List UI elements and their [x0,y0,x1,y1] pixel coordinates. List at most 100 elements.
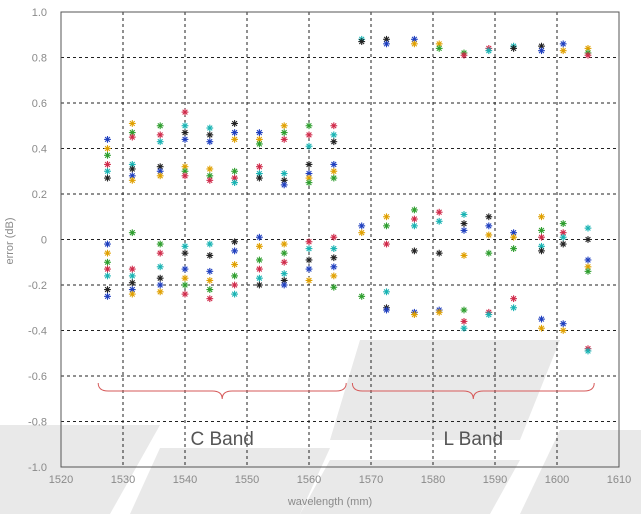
band-brace [351,382,595,400]
plot-area-frame [60,11,620,468]
data-point [559,240,567,248]
data-point [383,240,390,248]
band-label: C Band [191,429,254,450]
data-point [256,265,263,273]
data-point [256,274,263,282]
data-point [330,263,338,271]
data-point [128,229,136,237]
data-point [206,295,214,303]
data-point [538,227,545,234]
data-point [280,281,288,289]
data-point [510,245,517,252]
data-point [538,233,545,241]
y-tick-label: -0.2 [28,280,47,292]
data-point [231,179,238,187]
data-point [510,233,517,241]
data-point [128,165,136,173]
data-point [435,249,443,257]
data-point [156,288,164,296]
y-tick-label: 0.2 [32,189,47,201]
data-point [559,327,567,334]
data-point [181,281,189,289]
data-point [181,274,189,282]
data-point [256,281,263,289]
data-point [435,45,443,52]
data-point [128,265,136,273]
data-point [559,233,567,241]
data-point [231,167,238,175]
data-point [305,142,313,150]
data-point [411,311,418,318]
data-point [305,161,313,168]
data-point [280,181,288,189]
data-point [330,233,338,241]
y-axis-label: error (dB) [4,217,16,264]
data-point [156,274,164,282]
data-point [206,172,214,180]
data-point [104,240,111,248]
data-point [305,265,313,273]
data-point [435,308,443,316]
data-point [358,292,366,300]
data-point [181,249,189,257]
data-point [231,136,238,143]
data-point [231,174,238,182]
data-point [156,281,164,289]
data-point [510,295,517,303]
data-point [584,51,592,59]
x-tick-label: 1560 [297,474,321,486]
data-point [358,38,366,45]
data-point [330,254,338,262]
data-point [485,249,493,257]
data-point [206,277,214,284]
x-tick-label: 1540 [173,474,197,486]
data-point [584,267,592,275]
data-point [181,122,189,130]
y-tick-label: 0 [41,235,47,247]
data-point [256,256,263,264]
data-point [460,227,468,234]
data-point [104,272,111,280]
data-point [460,211,468,218]
data-point [584,224,592,232]
y-axis-ticks: 1.0 0.8 0.6 0.4 0.2 0 -0.2 -0.4 -0.6 -0.8 -1.0 [28,7,47,474]
data-point [256,129,263,136]
data-point [280,258,288,266]
data-point [280,170,288,177]
data-point [280,249,288,257]
data-point [411,215,418,223]
data-point [330,138,338,146]
data-point [256,242,263,250]
x-tick-label: 1530 [111,474,135,486]
data-point [485,311,493,318]
data-point [181,290,189,298]
data-point [104,258,111,266]
band-brace [97,382,347,400]
data-point [584,236,592,243]
data-point [231,247,238,255]
data-point [181,108,189,116]
data-point [128,133,136,141]
data-point [559,40,567,48]
data-point [231,281,238,289]
y-tick-label: -0.6 [28,371,47,383]
data-point [538,315,545,323]
x-axis-label: wavelength (mm) [287,496,372,508]
data-point [156,263,164,271]
x-tick-label: 1570 [359,474,383,486]
data-point [584,256,592,264]
data-point [383,222,390,230]
band-label: L Band [444,429,504,450]
data-point [538,324,545,332]
y-tick-label: 0.6 [32,98,47,110]
data-point [104,292,111,300]
data-point [231,261,238,268]
data-point [156,240,164,248]
data-point [206,124,214,132]
data-point [330,161,338,168]
data-point [383,306,390,314]
data-point [305,245,313,252]
background-watermark [0,340,641,514]
data-point [256,163,263,171]
